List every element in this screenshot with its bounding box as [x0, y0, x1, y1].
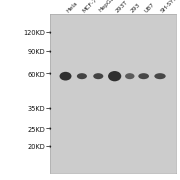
Text: 120KD: 120KD	[23, 30, 45, 36]
Ellipse shape	[60, 72, 71, 80]
Ellipse shape	[125, 73, 134, 79]
Text: SH-SY5Y: SH-SY5Y	[160, 0, 180, 14]
Text: 60KD: 60KD	[27, 72, 45, 78]
Text: 20KD: 20KD	[27, 145, 45, 150]
Ellipse shape	[93, 73, 103, 79]
Text: →: →	[46, 145, 51, 150]
Text: →: →	[46, 50, 51, 55]
Text: 35KD: 35KD	[27, 106, 45, 112]
Ellipse shape	[138, 73, 149, 79]
Text: →: →	[46, 72, 51, 78]
Text: →: →	[46, 30, 51, 36]
Text: MCF-7: MCF-7	[82, 0, 99, 14]
Text: 293: 293	[130, 2, 141, 14]
Ellipse shape	[77, 73, 87, 79]
Text: 90KD: 90KD	[27, 50, 45, 55]
Ellipse shape	[108, 71, 121, 81]
Text: →: →	[46, 127, 51, 133]
Text: Hela: Hela	[66, 0, 79, 13]
Ellipse shape	[154, 73, 166, 79]
Text: →: →	[46, 106, 51, 112]
Text: 293T: 293T	[115, 0, 129, 14]
Text: U87: U87	[144, 1, 156, 14]
Text: HepG2: HepG2	[98, 0, 116, 14]
Text: 25KD: 25KD	[27, 127, 45, 133]
